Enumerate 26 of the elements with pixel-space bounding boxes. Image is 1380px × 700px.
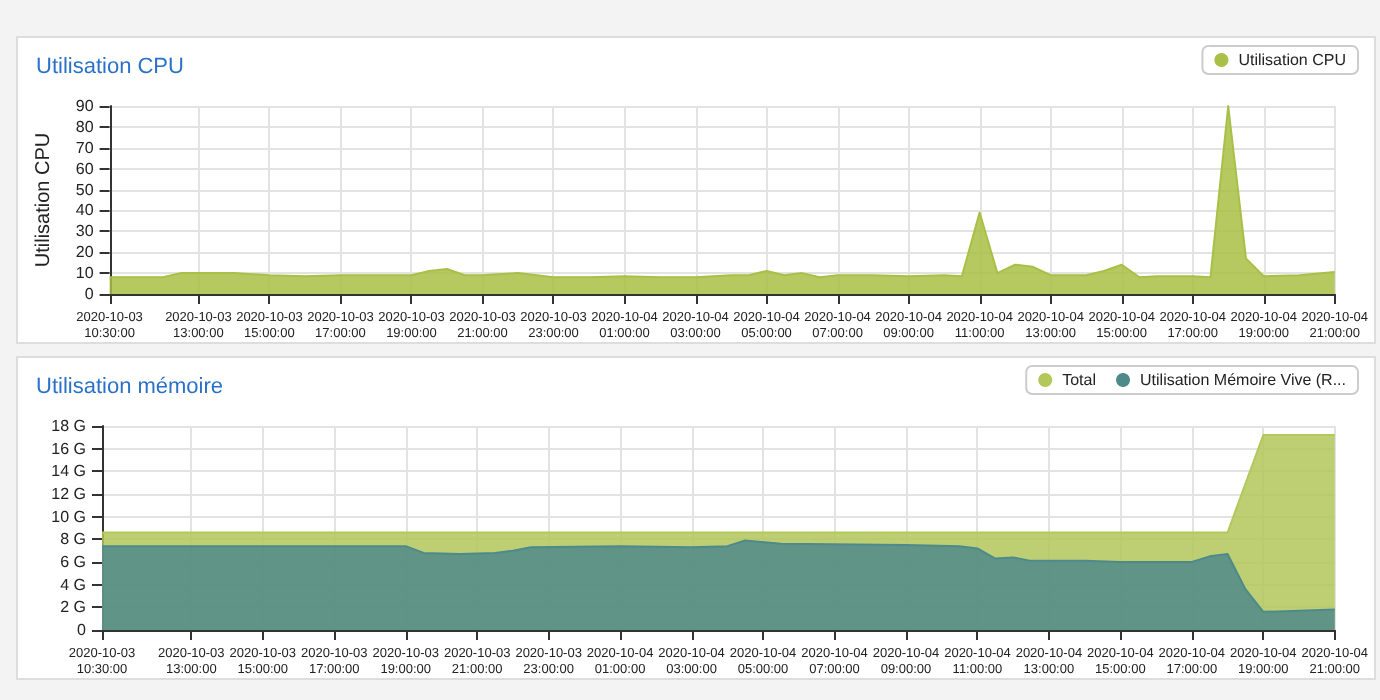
y-tick-label: 10 [75, 264, 95, 283]
y-tick-label: 90 [75, 97, 95, 115]
y-tick-label: 50 [75, 180, 95, 199]
y-tick-label: 60 [75, 159, 95, 178]
y-tick-label: 2 G [60, 598, 86, 617]
y-axis-title: Utilisation CPU [33, 132, 55, 268]
y-tick-label: 40 [75, 201, 95, 220]
y-tick-label: 6 G [60, 553, 86, 571]
y-tick-label: 4 G [60, 575, 86, 594]
y-tick-label: 30 [75, 222, 95, 241]
y-tick-label: 8 G [60, 530, 86, 549]
legend-label: Utilisation CPU [1238, 51, 1347, 69]
y-tick-label: 16 G [51, 439, 86, 458]
y-tick-label: 20 [75, 243, 95, 262]
y-tick-label: 0 [77, 621, 88, 639]
y-tick-label: 70 [75, 138, 95, 157]
legend-label: Total [1062, 371, 1097, 389]
y-tick-label: 10 G [51, 507, 86, 526]
chart-title: Utilisation mémoire [36, 375, 224, 399]
chart-title: Utilisation CPU [36, 55, 185, 79]
y-tick-label: 80 [75, 117, 95, 136]
y-tick-label: 18 G [51, 417, 86, 435]
y-tick-label: 0 [84, 285, 95, 303]
legend-label: Utilisation Mémoire Vive (R... [1140, 371, 1347, 389]
y-tick-label: 14 G [51, 462, 86, 481]
y-tick-label: 12 G [51, 485, 86, 503]
